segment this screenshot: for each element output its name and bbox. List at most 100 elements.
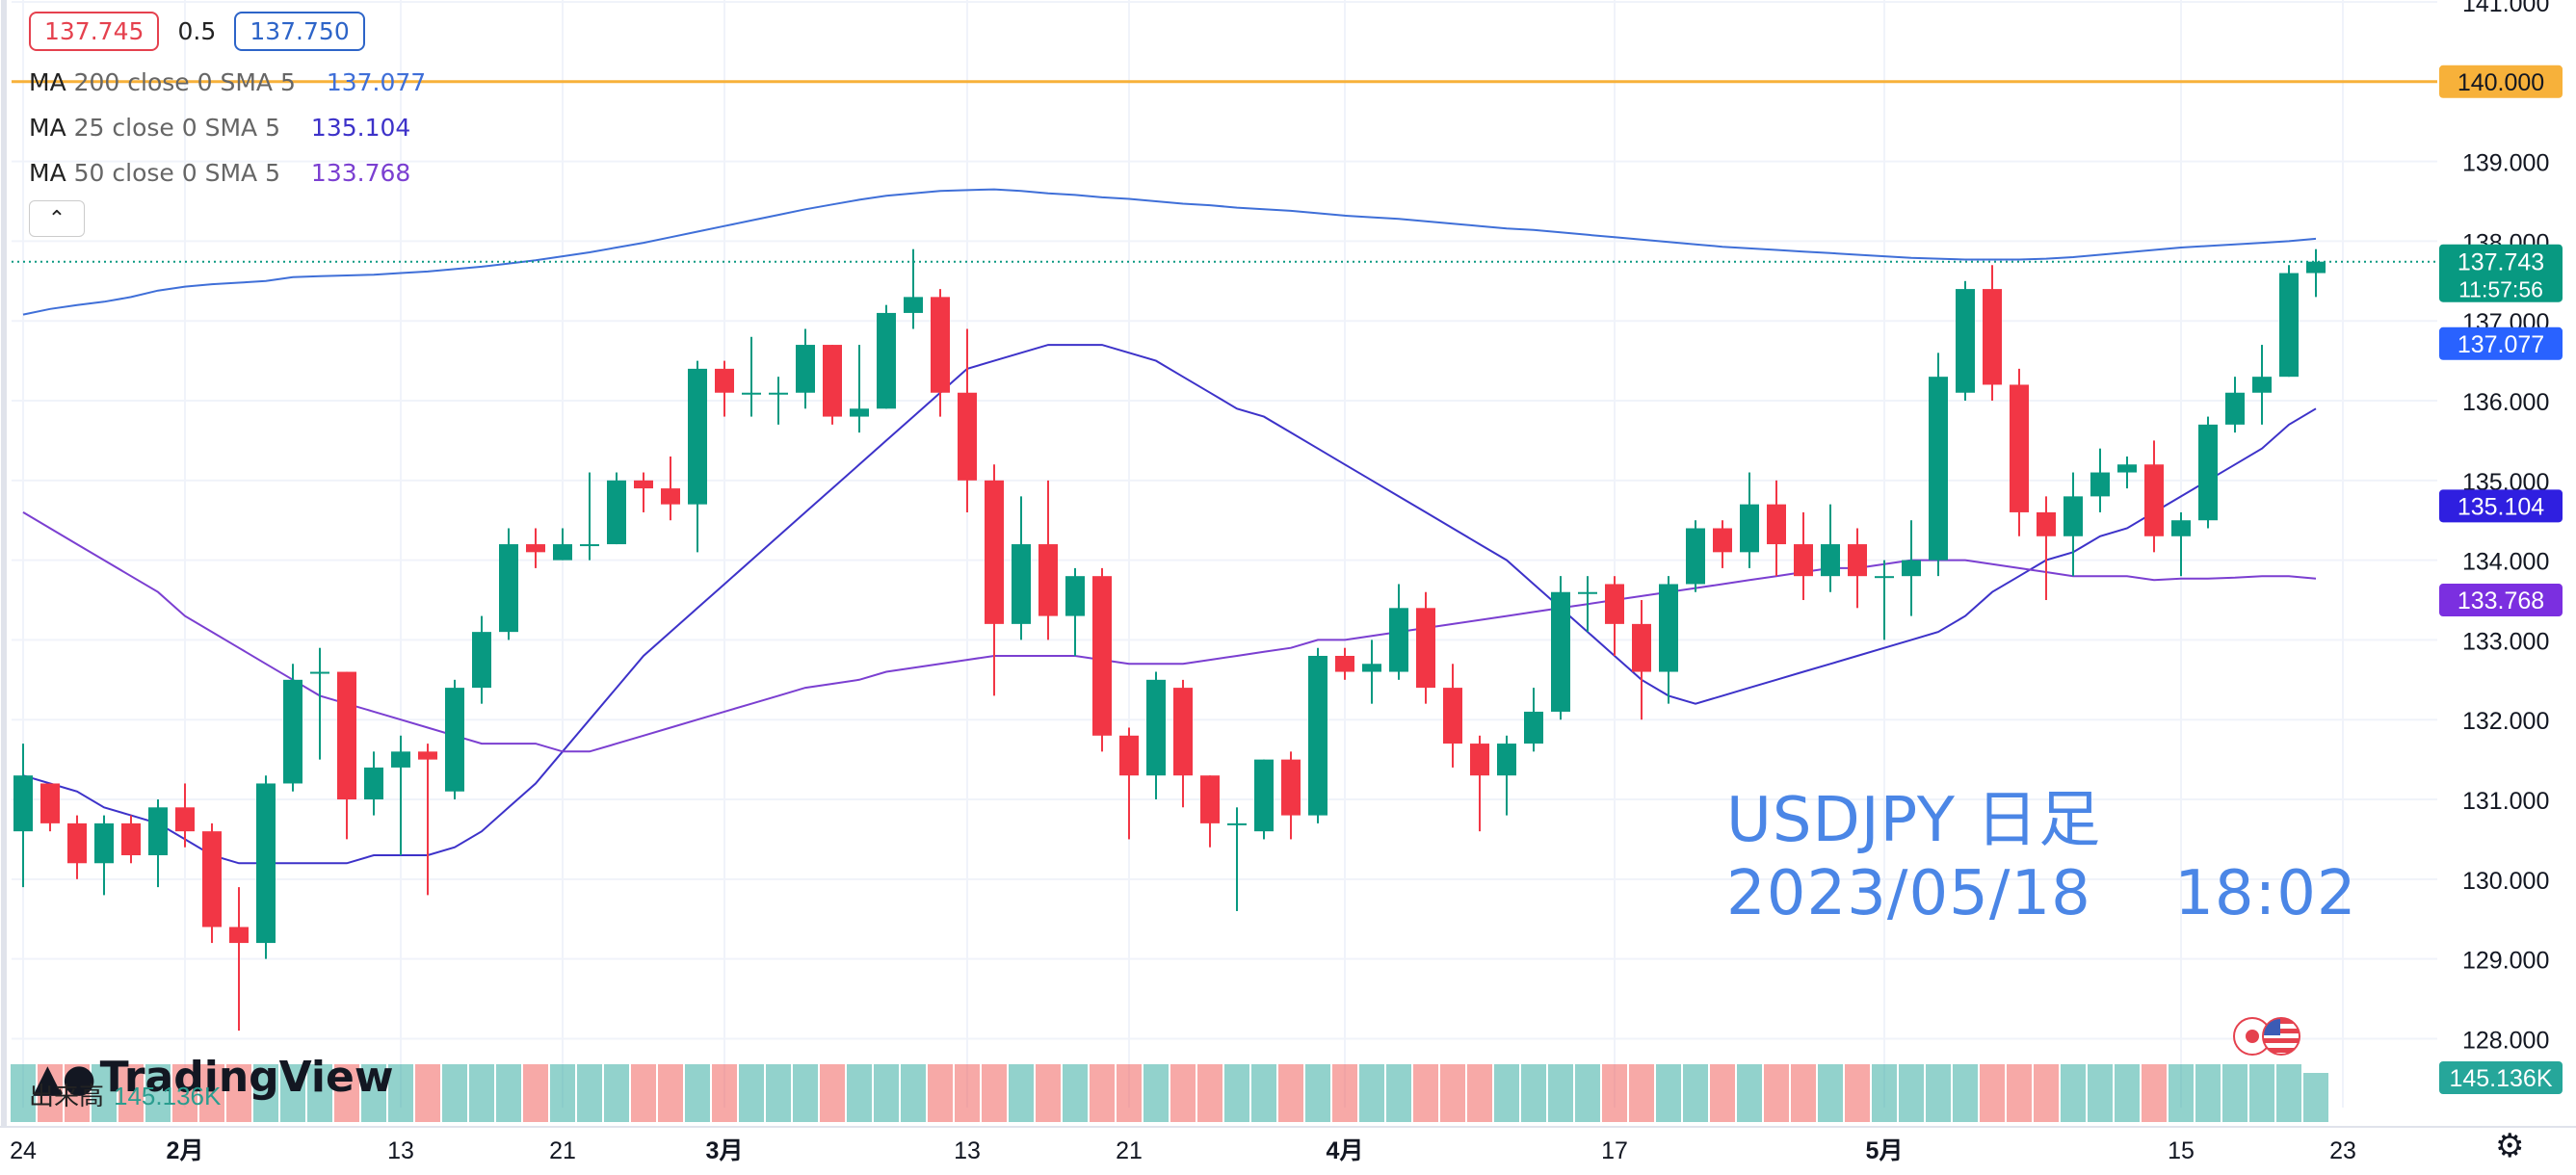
candle — [1389, 584, 1408, 680]
candle — [2010, 368, 2029, 536]
ma25-legend[interactable]: MA 25 close 0 SMA 5 135.104 — [29, 114, 426, 142]
tradingview-watermark[interactable]: ▲●TradingView — [33, 1053, 394, 1102]
candle-body — [931, 297, 950, 393]
candle-body — [1659, 584, 1678, 672]
candle — [1497, 735, 1516, 816]
x-tick-label: 2月 — [167, 1137, 204, 1164]
overlay-datetime: 2023/05/18 18:02 — [1726, 858, 2357, 929]
volume-tag-text: 145.136K — [2449, 1065, 2552, 1092]
candle-body — [364, 767, 383, 800]
volume-bar — [577, 1064, 602, 1122]
candle — [472, 615, 491, 704]
candle — [94, 815, 114, 896]
candle-body — [2010, 384, 2029, 512]
candle — [2117, 456, 2137, 489]
time-axis[interactable]: 24 2月 13 21 3月 13 21 4月 17 5月 15 23 — [10, 1137, 2356, 1164]
candle — [1983, 265, 2002, 402]
volume-bar — [2222, 1064, 2247, 1122]
candle-body — [1173, 688, 1193, 776]
candle — [121, 815, 141, 864]
candle-body — [1875, 576, 1894, 579]
candle — [1794, 511, 1813, 601]
candle — [364, 751, 383, 816]
volume-bar — [793, 1064, 818, 1122]
volume-bar — [685, 1064, 710, 1122]
volume-bar — [1953, 1064, 1978, 1122]
bid-price-button[interactable]: 137.745 — [29, 12, 160, 51]
candle-body — [283, 679, 302, 784]
candle-body — [850, 408, 869, 417]
ma50-price-tag: 133.768 — [2439, 584, 2563, 617]
candle — [13, 744, 33, 888]
candle — [1551, 576, 1570, 720]
price-axis[interactable]: 128.000 129.000 130.000 131.000 132.000 133.0… — [2462, 0, 2549, 1054]
candle — [1713, 520, 1732, 568]
volume-bar — [631, 1064, 656, 1122]
volume-bar — [550, 1064, 575, 1122]
alert-price-tag: 140.000 — [2439, 65, 2563, 98]
candle-body — [1146, 679, 1166, 776]
volume-bar — [1170, 1064, 1196, 1122]
currency-flags[interactable] — [2233, 1017, 2300, 1060]
ask-price-button[interactable]: 137.750 — [234, 12, 365, 51]
candle-body — [1200, 775, 1220, 823]
candle — [796, 328, 815, 409]
volume-bar — [1117, 1064, 1142, 1122]
ma50-price-tag-bg — [2439, 584, 2563, 617]
volume-bar — [2007, 1064, 2032, 1122]
candle — [823, 345, 842, 425]
candle-body — [526, 544, 545, 553]
chart-legend: 137.745 0.5 137.750 MA 200 close 0 SMA 5… — [29, 12, 426, 237]
volume-bar — [982, 1064, 1007, 1122]
y-tick-label: 136.000 — [2462, 389, 2549, 416]
candle-body — [553, 544, 572, 561]
candle-body — [1605, 584, 1624, 624]
candle-body — [1524, 711, 1543, 744]
candle-body — [1794, 544, 1813, 577]
candle-body — [1902, 560, 1921, 577]
candle-body — [2252, 377, 2272, 393]
volume-price-tag: 145.136K — [2439, 1061, 2563, 1094]
candle — [1200, 775, 1220, 848]
volume-legend[interactable]: 出来高 145.136K — [29, 1077, 221, 1112]
candle — [2198, 416, 2218, 529]
gear-icon[interactable]: ⚙ — [2495, 1128, 2525, 1164]
candle-body — [1308, 655, 1327, 816]
candle-body — [1497, 744, 1516, 776]
ma25-price-tag-bg — [2439, 489, 2563, 523]
candle-body — [445, 688, 464, 792]
y-tick-label: 131.000 — [2462, 788, 2549, 815]
volume-bar — [766, 1064, 791, 1122]
candle-body — [1092, 576, 1112, 736]
candle — [499, 528, 518, 640]
ma50-legend[interactable]: MA 50 close 0 SMA 5 133.768 — [29, 159, 426, 187]
ma200-legend[interactable]: MA 200 close 0 SMA 5 137.077 — [29, 68, 426, 96]
volume-bar — [1710, 1064, 1735, 1122]
volume-bar — [1413, 1064, 1438, 1122]
candle-body — [1578, 591, 1597, 594]
ma200-price-tag-text: 137.077 — [2458, 331, 2544, 358]
candle-body — [13, 775, 33, 832]
x-tick-label: 24 — [10, 1137, 37, 1164]
legend-collapse-button[interactable]: ⌃ — [29, 200, 85, 237]
candle-body — [1227, 822, 1247, 825]
volume-bar — [2115, 1064, 2140, 1122]
candle — [2037, 496, 2056, 601]
candle-body — [2090, 472, 2110, 497]
candle — [769, 377, 788, 425]
candle — [1065, 567, 1085, 656]
volume-bar — [2249, 1064, 2274, 1122]
volume-bar — [1251, 1064, 1276, 1122]
volume-bar — [739, 1064, 764, 1122]
volume-bar — [1494, 1064, 1519, 1122]
candle — [1848, 528, 1867, 609]
volume-bar — [1090, 1064, 1115, 1122]
candle-body — [661, 488, 680, 505]
volume-bar — [1332, 1064, 1357, 1122]
volume-bar — [1009, 1064, 1034, 1122]
candle-body — [391, 751, 410, 768]
candle — [1632, 600, 1651, 720]
